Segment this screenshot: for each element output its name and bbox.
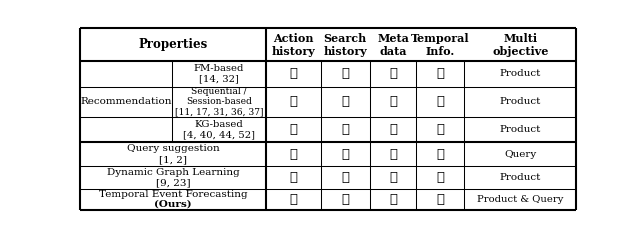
Text: ✗: ✗ <box>389 95 397 108</box>
Text: ✓: ✓ <box>289 95 297 108</box>
Text: (Ours): (Ours) <box>154 199 192 208</box>
Text: ✓: ✓ <box>436 95 444 108</box>
Text: ✗: ✗ <box>289 148 297 161</box>
Text: Product & Query: Product & Query <box>477 195 563 204</box>
Text: FM-based
[14, 32]: FM-based [14, 32] <box>194 64 244 84</box>
Text: KG-based
[4, 40, 44, 52]: KG-based [4, 40, 44, 52] <box>183 120 255 139</box>
Text: ✗: ✗ <box>436 148 444 161</box>
Text: ✗: ✗ <box>341 123 349 136</box>
Text: ✓: ✓ <box>289 193 297 206</box>
Text: ✓: ✓ <box>341 148 349 161</box>
Text: ✗: ✗ <box>436 123 444 136</box>
Text: ✗: ✗ <box>389 148 397 161</box>
Text: Search
history: Search history <box>323 33 367 57</box>
Text: ✗: ✗ <box>341 171 349 184</box>
Text: ✗: ✗ <box>341 67 349 80</box>
Text: ✓: ✓ <box>289 123 297 136</box>
Text: Recommendation: Recommendation <box>80 97 172 106</box>
Text: Multi
objective: Multi objective <box>492 33 548 57</box>
Text: Product: Product <box>499 173 541 182</box>
Text: ✓: ✓ <box>436 193 444 206</box>
Text: Temporal Event Forecasting: Temporal Event Forecasting <box>99 190 247 199</box>
Text: Product: Product <box>499 97 541 106</box>
Text: Properties: Properties <box>138 38 207 51</box>
Text: Action
history: Action history <box>271 33 315 57</box>
Text: ✓: ✓ <box>389 67 397 80</box>
Text: ✓: ✓ <box>389 123 397 136</box>
Text: ✓: ✓ <box>436 171 444 184</box>
Text: ✓: ✓ <box>289 171 297 184</box>
Text: Temporal
Info.: Temporal Info. <box>411 33 470 57</box>
Text: ✓: ✓ <box>341 193 349 206</box>
Text: Query: Query <box>504 150 536 159</box>
Text: Query suggestion
[1, 2]: Query suggestion [1, 2] <box>127 144 220 164</box>
Text: Meta
data: Meta data <box>378 33 409 57</box>
Text: Product: Product <box>499 69 541 79</box>
Text: Dynamic Graph Learning
[9, 23]: Dynamic Graph Learning [9, 23] <box>107 168 239 187</box>
Text: ✗: ✗ <box>341 95 349 108</box>
Text: ✓: ✓ <box>389 193 397 206</box>
Text: ✗: ✗ <box>436 67 444 80</box>
Text: ✗: ✗ <box>389 171 397 184</box>
Text: ✓: ✓ <box>289 67 297 80</box>
Text: Product: Product <box>499 125 541 134</box>
Text: Sequential /
Session-based
[11, 17, 31, 36, 37]: Sequential / Session-based [11, 17, 31, … <box>175 87 263 117</box>
